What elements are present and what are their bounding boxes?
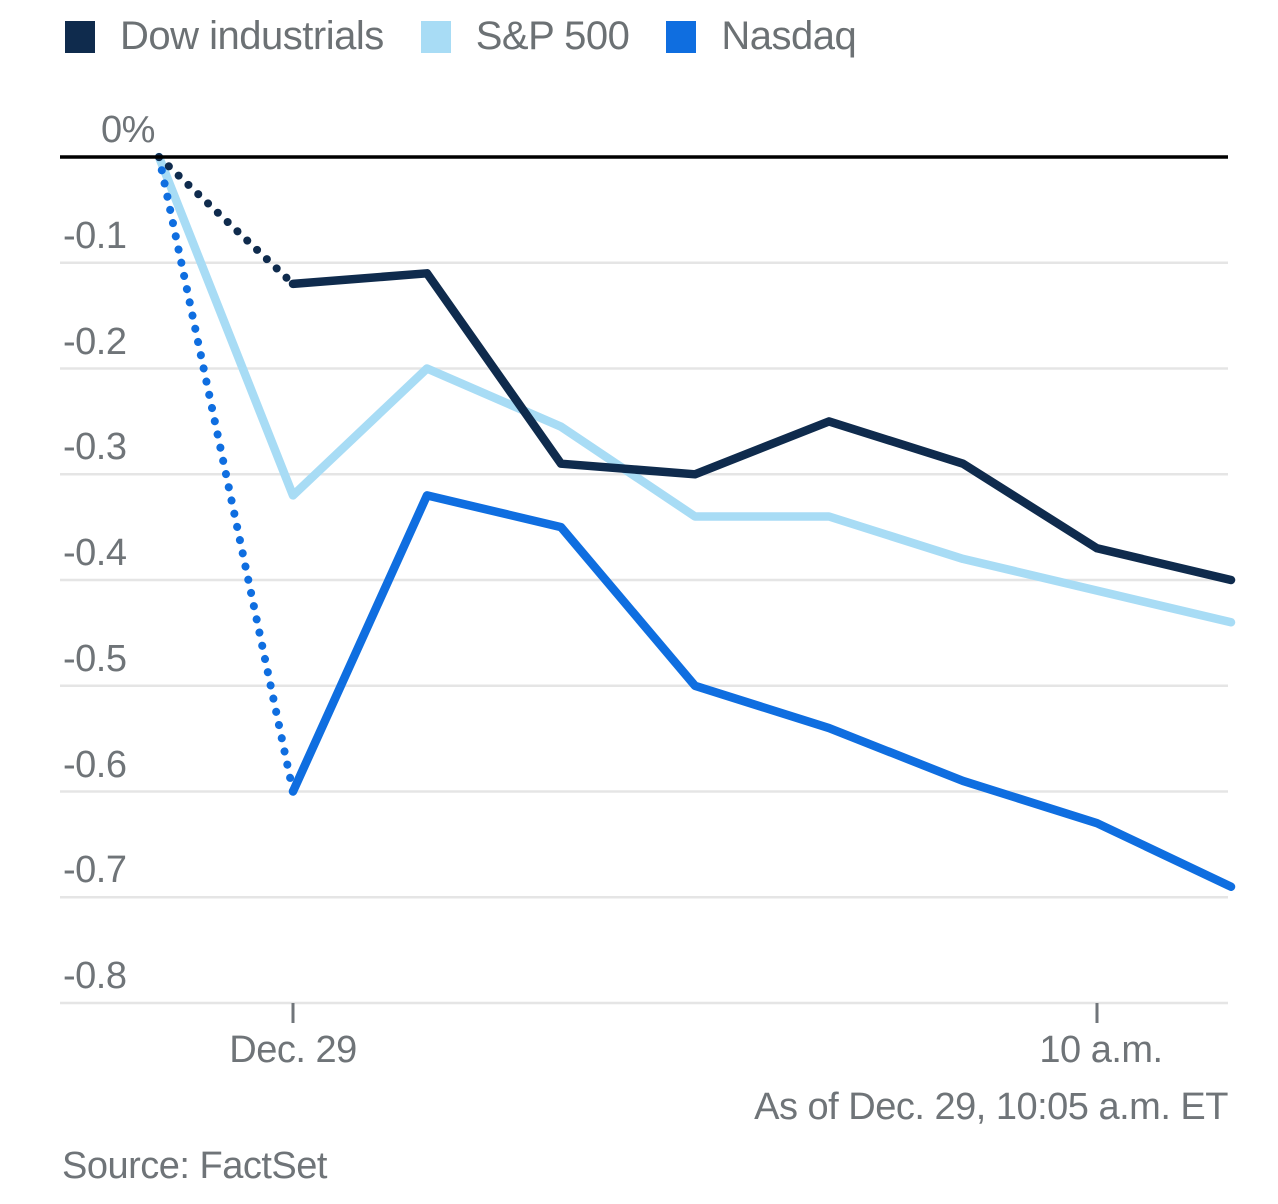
nasdaq-swatch-icon (666, 20, 697, 53)
series-preopen-dotted-dow (155, 153, 297, 288)
legend: Dow industrials S&P 500 Nasdaq (65, 14, 857, 59)
legend-label-nasdaq: Nasdaq (721, 14, 857, 58)
source-note: Source: FactSet (62, 1145, 327, 1187)
y-axis-label: -0.3 (63, 426, 127, 469)
y-axis-label: -0.7 (63, 849, 127, 892)
series-line-sp500 (154, 152, 1236, 627)
series-line-nasdaq (288, 491, 1236, 891)
legend-item-nasdaq: Nasdaq (666, 14, 857, 59)
y-axis-label: -0.2 (63, 320, 127, 363)
as-of-note: As of Dec. 29, 10:05 a.m. ET (754, 1086, 1228, 1128)
legend-item-dow: Dow industrials (65, 14, 384, 59)
dow-swatch-icon (65, 20, 95, 53)
legend-label-dow: Dow industrials (120, 14, 384, 58)
y-axis-label: -0.4 (63, 532, 127, 574)
x-axis-label-dec29: Dec. 29 (229, 1029, 357, 1071)
y-axis-label: 0% (101, 109, 155, 151)
y-axis-label: -0.8 (63, 955, 127, 997)
y-axis-label: -0.1 (63, 214, 127, 257)
sp500-swatch-icon (420, 20, 451, 53)
series-line-dow (288, 269, 1236, 585)
y-axis-label: -0.6 (63, 743, 127, 786)
series-preopen-dotted-nasdaq (155, 153, 297, 796)
x-axis-label-10am: 10 a.m. (1039, 1029, 1163, 1071)
legend-label-sp500: S&P 500 (475, 14, 630, 58)
legend-item-sp500: S&P 500 (420, 14, 630, 59)
y-axis-label: -0.5 (63, 637, 127, 680)
